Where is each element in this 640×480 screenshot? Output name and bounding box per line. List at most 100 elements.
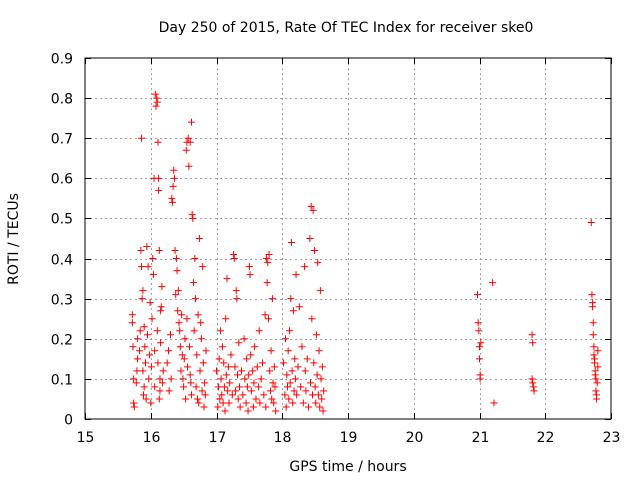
data-point	[157, 339, 165, 347]
data-point	[305, 403, 313, 411]
y-tick-label: 0.4	[51, 253, 73, 269]
data-point	[255, 383, 263, 391]
data-point	[166, 331, 174, 339]
data-series-ske0	[128, 90, 602, 415]
x-tick-label: 22	[537, 430, 555, 446]
data-point	[309, 206, 317, 214]
data-point	[282, 335, 290, 343]
data-point	[224, 387, 232, 395]
data-point	[188, 210, 196, 218]
data-point	[176, 343, 184, 351]
data-point	[286, 379, 294, 387]
data-point	[262, 255, 270, 263]
data-point	[250, 379, 258, 387]
x-tick-label: 20	[406, 430, 424, 446]
data-point	[228, 391, 236, 399]
data-point	[259, 359, 267, 367]
data-point	[193, 351, 201, 359]
data-point	[476, 375, 484, 383]
data-point	[142, 395, 150, 403]
data-point	[284, 347, 292, 355]
data-point	[252, 395, 260, 403]
data-point	[295, 303, 303, 311]
data-point	[193, 395, 201, 403]
data-point	[272, 407, 280, 415]
data-point	[587, 218, 595, 226]
data-point	[239, 391, 247, 399]
data-point	[143, 243, 151, 251]
data-point	[140, 323, 148, 331]
data-point	[165, 387, 173, 395]
data-point	[528, 375, 536, 383]
data-point	[192, 383, 200, 391]
data-point	[201, 379, 209, 387]
data-point	[529, 339, 537, 347]
data-point	[474, 319, 482, 327]
y-tick-label: 0	[64, 413, 73, 429]
data-point	[174, 307, 182, 315]
data-point	[232, 287, 240, 295]
data-point	[167, 375, 175, 383]
data-point	[143, 331, 151, 339]
data-point	[316, 287, 324, 295]
x-tick-label: 16	[143, 430, 161, 446]
data-point	[191, 295, 199, 303]
data-point	[157, 307, 165, 315]
data-point	[256, 399, 264, 407]
data-point	[306, 235, 314, 242]
data-point	[171, 247, 179, 255]
data-point	[132, 379, 140, 387]
data-point	[303, 355, 311, 363]
data-point	[592, 375, 600, 383]
data-point	[128, 311, 136, 319]
data-point	[590, 343, 598, 351]
data-point	[310, 359, 318, 367]
data-point	[588, 291, 596, 299]
data-point	[297, 383, 305, 391]
data-point	[219, 399, 227, 407]
data-point	[528, 331, 536, 339]
data-point	[281, 391, 289, 399]
data-point	[136, 347, 144, 355]
data-point	[301, 367, 309, 375]
data-point	[230, 251, 238, 259]
data-point	[181, 335, 189, 343]
data-point	[241, 375, 249, 383]
data-point	[137, 247, 145, 255]
data-point	[159, 367, 167, 375]
data-point	[266, 387, 274, 395]
data-point	[177, 367, 185, 375]
data-point	[189, 214, 197, 222]
data-point	[291, 375, 299, 383]
data-point	[222, 371, 230, 379]
data-point	[201, 391, 209, 399]
data-point	[155, 174, 163, 182]
data-point	[155, 186, 163, 194]
data-point	[489, 279, 497, 287]
data-point	[475, 327, 483, 335]
data-point	[159, 379, 167, 387]
data-point	[264, 315, 272, 323]
data-point	[141, 343, 149, 351]
data-point	[213, 367, 220, 375]
data-point	[147, 399, 155, 407]
data-point	[217, 375, 225, 383]
data-point	[265, 251, 273, 259]
data-point	[594, 347, 602, 355]
data-point	[292, 271, 300, 279]
data-point	[176, 327, 184, 335]
data-point	[184, 134, 192, 142]
x-tick-label: 23	[603, 430, 621, 446]
data-point	[490, 399, 498, 407]
data-point	[153, 327, 161, 335]
data-point	[251, 343, 259, 351]
data-point	[156, 375, 164, 383]
data-point	[237, 367, 245, 375]
data-point	[133, 367, 141, 375]
data-point	[283, 371, 291, 379]
y-axis-label: ROTI / TECUs	[6, 193, 22, 285]
data-point	[149, 255, 157, 263]
data-point	[302, 387, 310, 395]
y-tick-label: 0.1	[51, 373, 73, 389]
